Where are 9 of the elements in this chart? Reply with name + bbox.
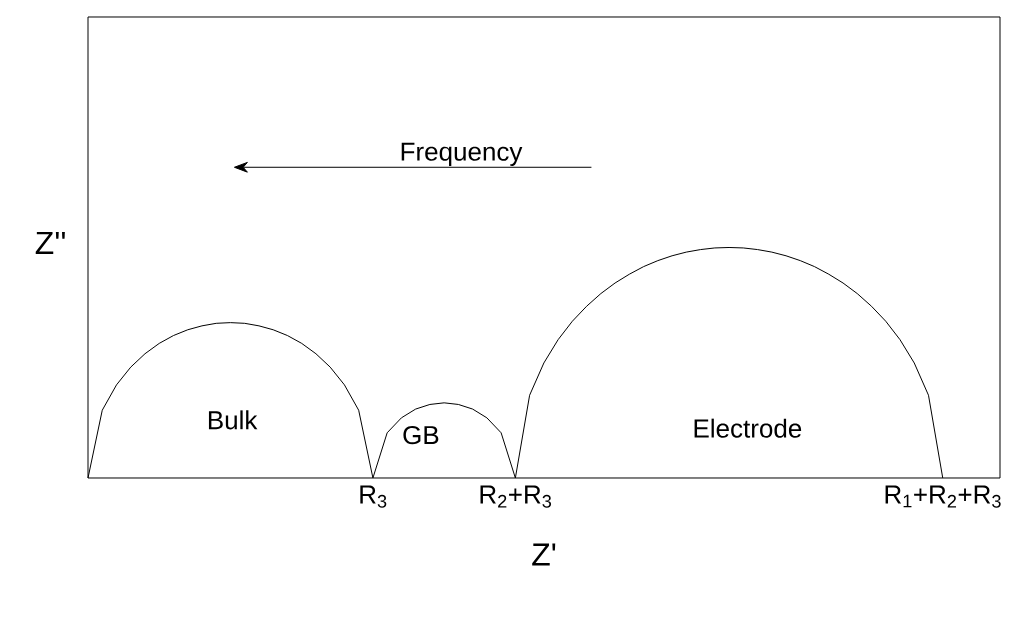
x-axis-title: Z' bbox=[532, 543, 556, 566]
x-tick-label: R$_{1}$+R$_{2}$+R$_{3}$ bbox=[885, 485, 1001, 508]
y-axis-title: Z'' bbox=[35, 231, 65, 254]
annotation: Bulk bbox=[208, 410, 258, 430]
x-tick-label: R$_{3}$ bbox=[360, 485, 387, 508]
annotation: GB bbox=[403, 425, 439, 445]
text: Frequency bbox=[401, 142, 523, 167]
annotation: Electrode bbox=[694, 418, 802, 438]
x-tick-label: R$_{2}$+R$_{3}$ bbox=[480, 485, 552, 508]
